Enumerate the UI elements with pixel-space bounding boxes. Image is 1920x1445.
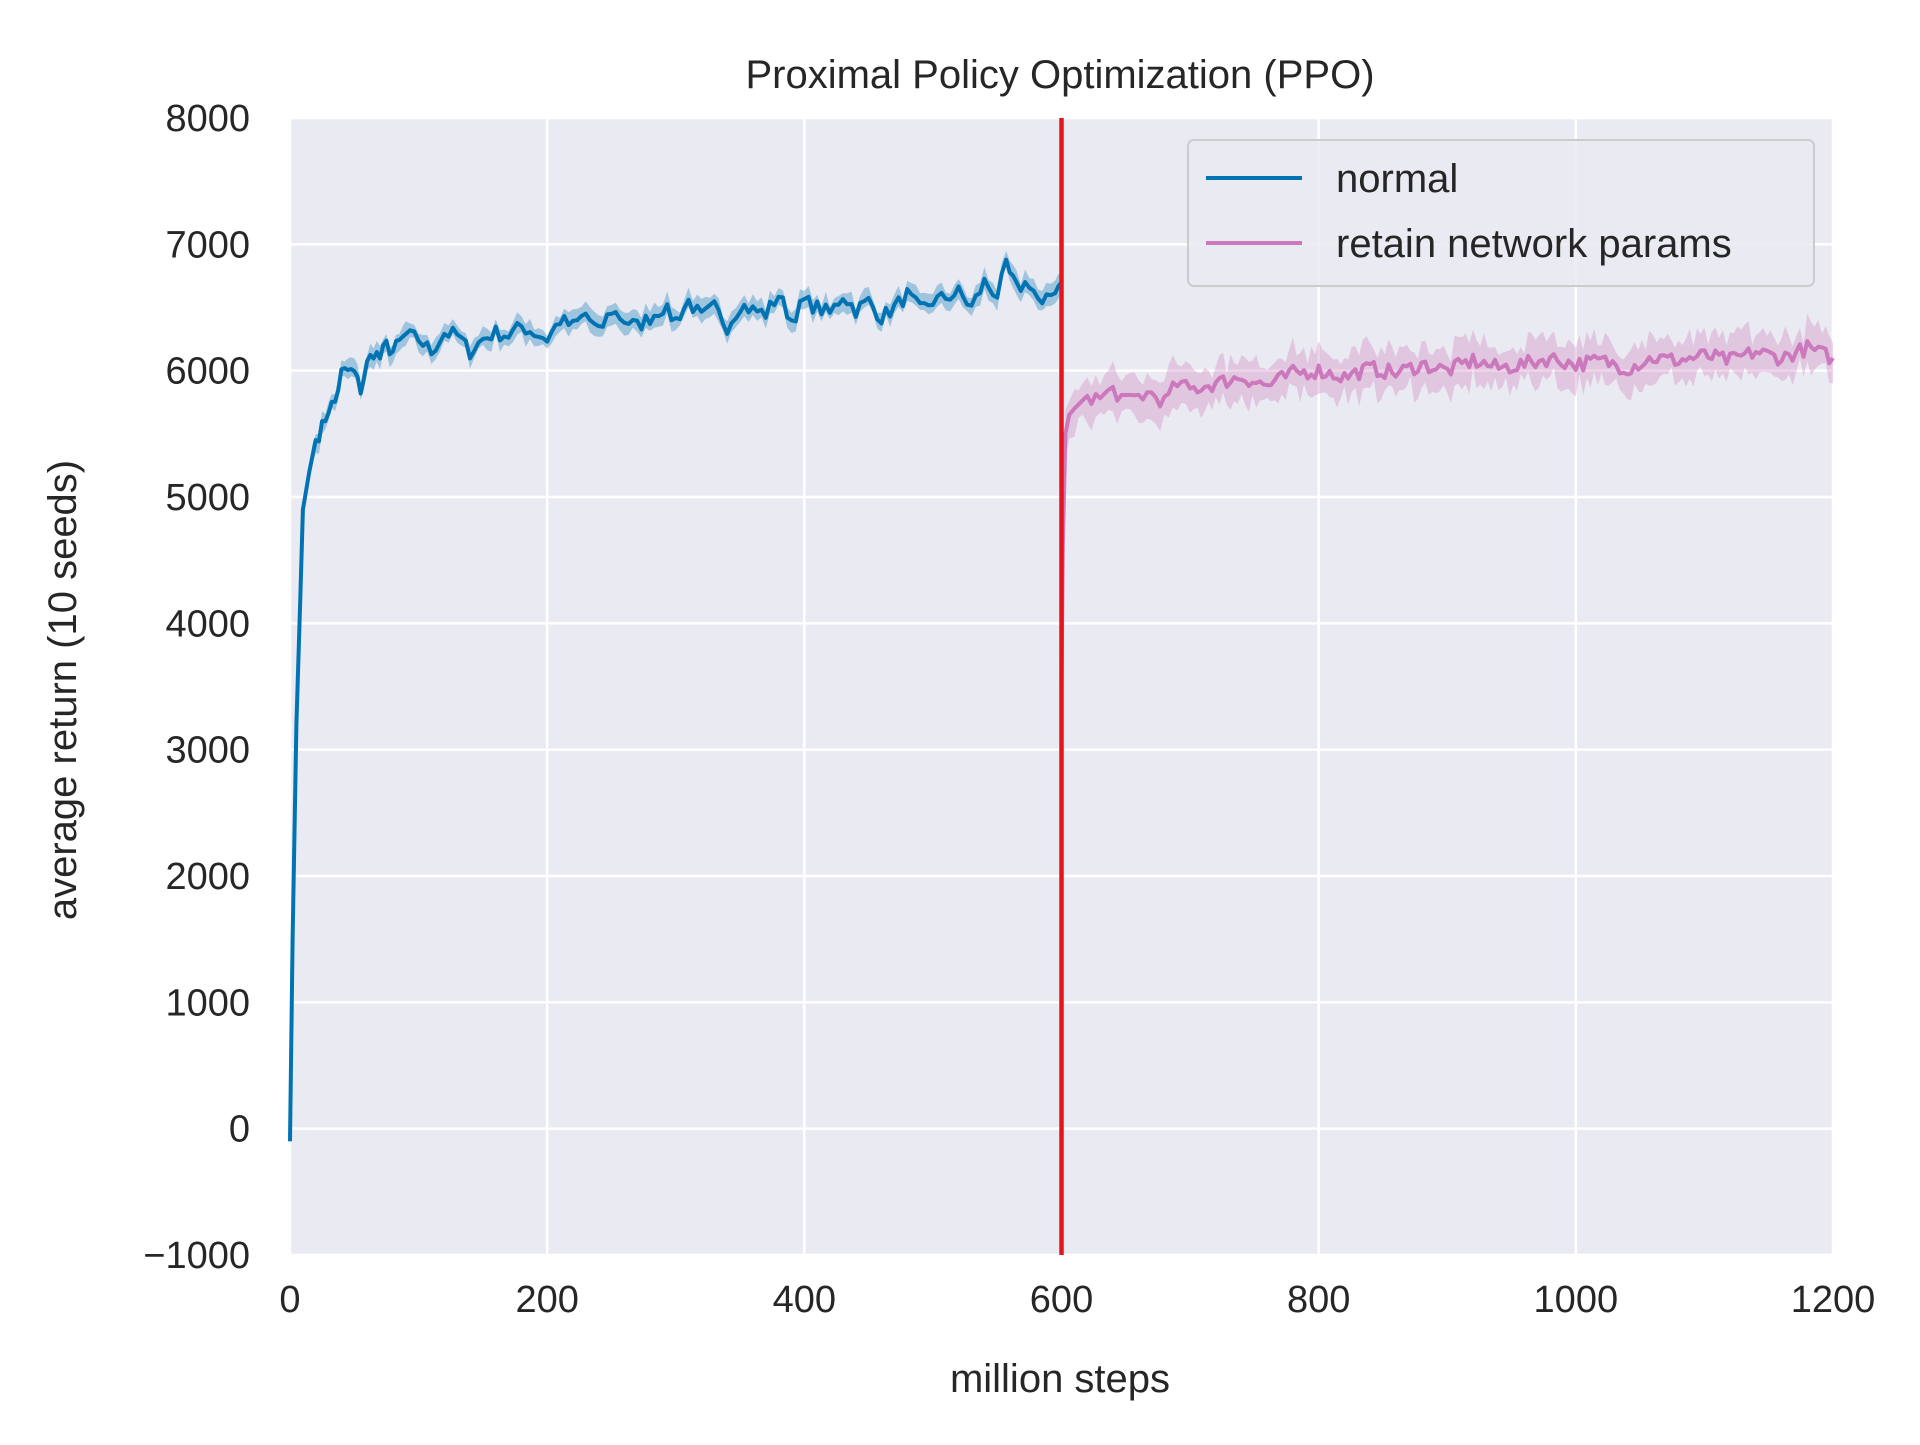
y-tick-label: 4000 [165, 603, 250, 645]
legend-label-normal: normal [1336, 157, 1458, 201]
x-tick-label: 600 [1030, 1279, 1093, 1321]
y-tick-label: 7000 [165, 224, 250, 266]
x-tick-label: 1200 [1791, 1279, 1876, 1321]
y-tick-label: 3000 [165, 730, 250, 772]
y-tick-label: 6000 [165, 351, 250, 393]
y-tick-label: 2000 [165, 856, 250, 898]
y-axis-label: average return (10 seeds) [41, 460, 85, 920]
series-lines [288, 257, 1835, 1142]
x-tick-label: 400 [773, 1279, 836, 1321]
chart-title: Proximal Policy Optimization (PPO) [745, 53, 1374, 97]
legend-frame [1187, 139, 1815, 287]
y-tick-label: 5000 [165, 477, 250, 519]
y-tick-label: 8000 [165, 98, 250, 140]
line-series-1 [1059, 339, 1835, 687]
line-series-0 [288, 257, 1064, 1142]
x-tick-label: 0 [279, 1279, 300, 1321]
tick-labels: 0 200 400 600 800 1000 1200 −1000 0 1000 2000 3000 4… [143, 98, 1875, 1321]
x-tick-label: 1000 [1534, 1279, 1619, 1321]
x-tick-label: 200 [515, 1279, 578, 1321]
y-tick-label: −1000 [143, 1235, 250, 1277]
y-tick-label: 0 [229, 1109, 250, 1151]
y-tick-label: 1000 [165, 982, 250, 1024]
x-tick-label: 800 [1287, 1279, 1350, 1321]
legend-label-retain-network-params: retain network params [1336, 222, 1732, 266]
legend: normal retain network params [1187, 139, 1815, 287]
x-axis-label: million steps [950, 1357, 1170, 1401]
